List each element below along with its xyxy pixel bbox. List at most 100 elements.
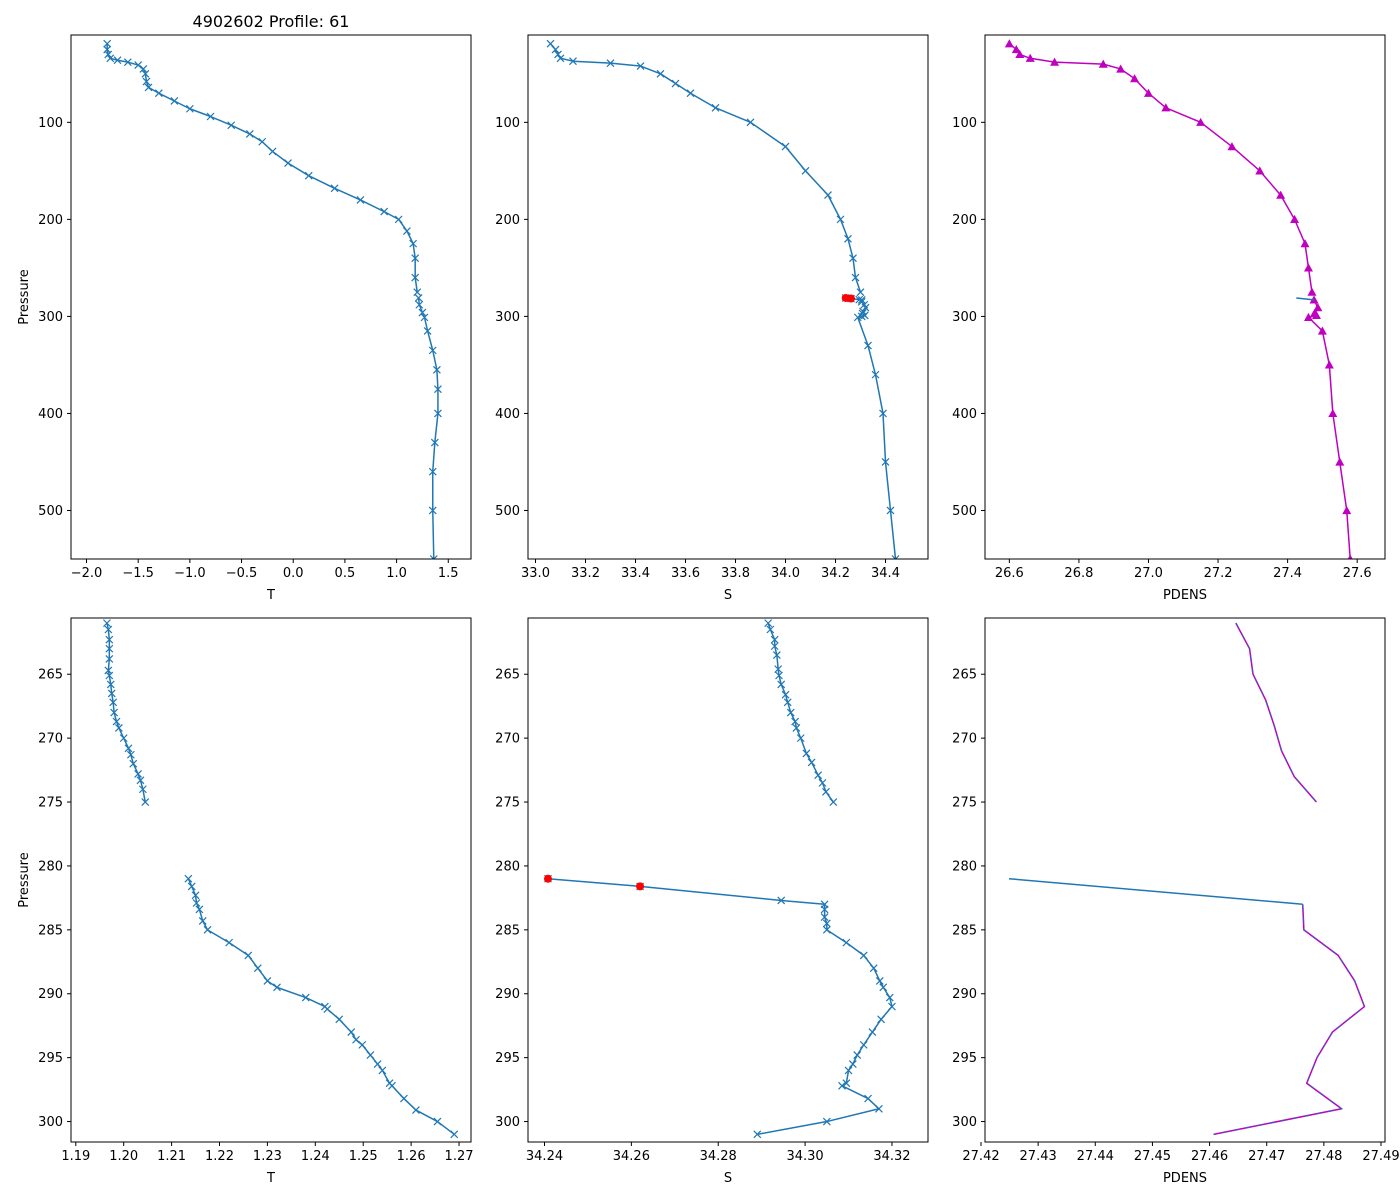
data-point xyxy=(409,239,418,248)
x-tick-label: −2.0 xyxy=(71,566,103,581)
x-tick-label: 27.2 xyxy=(1204,566,1233,581)
data-point xyxy=(891,555,900,559)
data-point xyxy=(428,506,437,515)
data-point xyxy=(198,916,207,925)
x-tick-label: 0.5 xyxy=(335,566,356,581)
data-point xyxy=(820,905,829,914)
data-point xyxy=(253,964,262,973)
data-point xyxy=(119,734,128,743)
data-point xyxy=(433,1117,442,1126)
y-tick-label: 300 xyxy=(952,310,977,325)
x-tick-label: 27.4 xyxy=(1273,566,1302,581)
data-point xyxy=(1335,457,1345,466)
data-point xyxy=(411,1106,420,1114)
y-tick-label: 400 xyxy=(38,407,63,422)
data-point xyxy=(1196,117,1206,126)
data-point xyxy=(129,759,138,768)
x-tick-label: −1.0 xyxy=(174,566,206,581)
data-point xyxy=(853,313,862,322)
data-point xyxy=(432,365,441,374)
data-point xyxy=(136,776,145,785)
y-tick-label: 290 xyxy=(952,987,977,1002)
data-point xyxy=(203,925,212,934)
subplot-t_full: −2.0 −1.5 −1.0 −0.5 0.0 0.5 1.0 1.5 100 200 300 400… xyxy=(17,34,472,603)
data-point xyxy=(875,977,884,985)
x-axis-label: T xyxy=(266,1171,275,1186)
data-point xyxy=(141,798,150,806)
y-tick-label: 295 xyxy=(38,1051,63,1066)
y-tick-label: 295 xyxy=(495,1051,520,1066)
axes-frame xyxy=(527,617,929,1143)
data-point xyxy=(671,79,680,88)
data-point xyxy=(187,882,196,891)
data-point xyxy=(764,619,773,628)
x-tick-label: 1.24 xyxy=(301,1149,330,1164)
axes-frame xyxy=(70,617,472,1143)
x-tick-label: 0.0 xyxy=(283,566,304,581)
x-tick-label: 33.6 xyxy=(671,566,700,581)
data-point xyxy=(824,191,832,200)
data-point xyxy=(822,919,831,928)
data-point xyxy=(105,654,114,663)
data-point xyxy=(450,1130,459,1139)
data-point xyxy=(856,288,865,297)
data-point xyxy=(258,137,267,146)
data-point xyxy=(746,118,755,127)
x-tick-label: 27.48 xyxy=(1305,1149,1342,1164)
y-tick-label: 500 xyxy=(38,504,63,519)
data-point xyxy=(103,39,112,48)
data-point xyxy=(1347,554,1353,559)
data-point xyxy=(711,103,720,112)
x-tick-label: 34.30 xyxy=(786,1149,823,1164)
subplot-s_full: 33.0 33.2 33.4 33.6 33.8 34.0 34.2 34.4 100 200 30… xyxy=(495,34,929,603)
axes-frame xyxy=(984,617,1386,1143)
data-point xyxy=(881,458,890,466)
data-point xyxy=(347,1028,356,1037)
data-point xyxy=(106,680,115,689)
data-point xyxy=(434,385,442,394)
data-point xyxy=(184,874,193,883)
axes-frame xyxy=(70,34,472,560)
data-point xyxy=(842,1079,851,1088)
data-point xyxy=(423,327,432,335)
data-point xyxy=(105,671,114,680)
x-tick-label: 27.6 xyxy=(1343,566,1372,581)
y-tick-label: 280 xyxy=(952,859,977,874)
data-point xyxy=(864,341,872,350)
data-point xyxy=(636,62,645,70)
data-point xyxy=(879,409,887,418)
data-point xyxy=(107,689,116,698)
y-tick-label: 200 xyxy=(38,213,63,228)
y-tick-label: 100 xyxy=(952,116,977,131)
x-tick-label: 34.2 xyxy=(821,566,850,581)
data-point xyxy=(428,346,437,355)
data-point xyxy=(335,1015,344,1024)
x-tick-label: 1.0 xyxy=(386,566,407,581)
data-point xyxy=(838,1081,846,1090)
data-point xyxy=(1004,39,1014,48)
y-tick-label: 270 xyxy=(38,732,63,747)
data-point xyxy=(402,227,411,235)
x-tick-label: 27.44 xyxy=(1077,1149,1114,1164)
data-point xyxy=(139,65,148,73)
data-point xyxy=(868,1028,877,1037)
data-point xyxy=(263,977,272,985)
data-point xyxy=(851,273,860,282)
y-tick-label: 300 xyxy=(495,1115,520,1130)
data-point xyxy=(113,56,122,65)
y-tick-label: 100 xyxy=(38,116,63,131)
data-point xyxy=(170,97,179,105)
data-point xyxy=(861,303,870,312)
data-point xyxy=(1050,57,1060,66)
data-point xyxy=(378,1066,387,1075)
data-point xyxy=(853,1051,862,1060)
data-point xyxy=(859,1040,868,1049)
y-tick-label: 275 xyxy=(495,796,520,811)
x-tick-label: 34.24 xyxy=(526,1149,563,1164)
data-point xyxy=(245,130,254,138)
x-tick-label: 1.27 xyxy=(445,1149,474,1164)
data-point xyxy=(373,1060,382,1068)
data-point xyxy=(415,300,424,309)
data-point xyxy=(554,50,562,59)
data-point xyxy=(807,758,816,767)
